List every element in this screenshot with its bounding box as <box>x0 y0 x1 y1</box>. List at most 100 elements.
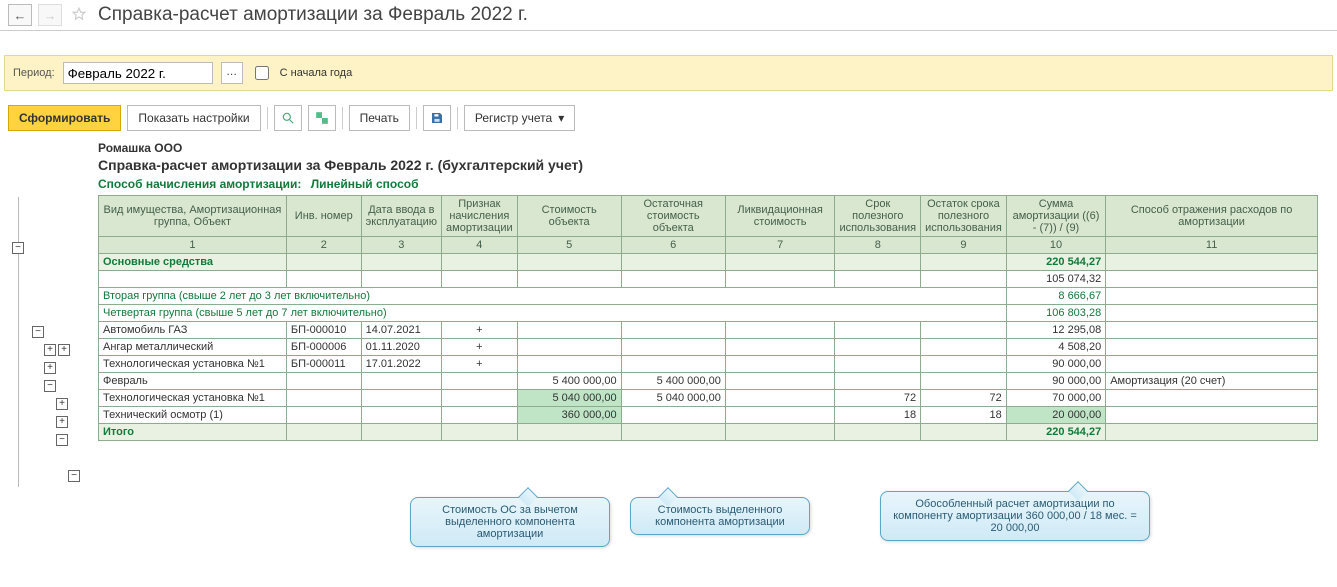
cell: + <box>442 356 518 373</box>
col-header: Инв. номер <box>286 196 361 237</box>
table-row[interactable]: Основные средства 220 544,27 <box>99 254 1318 271</box>
tree-toggle[interactable]: − <box>12 242 24 254</box>
cell: 5 400 000,00 <box>517 373 621 390</box>
tree-toggle[interactable]: − <box>32 326 44 338</box>
cell: 220 544,27 <box>1006 424 1105 441</box>
expand-icon <box>315 111 329 125</box>
cell: 70 000,00 <box>1006 390 1105 407</box>
col-num: 8 <box>835 237 921 254</box>
table-row[interactable]: Ангар металлический БП-000006 01.11.2020… <box>99 339 1318 356</box>
cell: 220 544,27 <box>1006 254 1105 271</box>
cell: Основные средства <box>99 254 287 271</box>
cell: 4 508,20 <box>1006 339 1105 356</box>
cell: 01.11.2020 <box>361 339 441 356</box>
tree-toggle[interactable]: − <box>68 470 80 482</box>
top-nav: ← → Справка-расчет амортизации за Феврал… <box>0 0 1337 31</box>
cell: 105 074,32 <box>1006 271 1105 288</box>
favorite-icon[interactable] <box>72 7 88 23</box>
cell: БП-000011 <box>286 356 361 373</box>
cell: 8 666,67 <box>1006 288 1105 305</box>
cell: БП-000006 <box>286 339 361 356</box>
cell: + <box>442 322 518 339</box>
col-header: Способ отражения расходов по амортизации <box>1106 196 1318 237</box>
col-header: Стоимость объекта <box>517 196 621 237</box>
expand-button[interactable] <box>308 105 336 131</box>
save-icon <box>430 111 444 125</box>
callouts-layer: Стоимость ОС за вычетом выделенного комп… <box>90 487 1310 587</box>
generate-button[interactable]: Сформировать <box>8 105 121 131</box>
show-settings-button[interactable]: Показать настройки <box>127 105 260 131</box>
col-header: Признак начисления амортизации <box>442 196 518 237</box>
page-title: Справка-расчет амортизации за Февраль 20… <box>98 4 528 26</box>
cell: 12 295,08 <box>1006 322 1105 339</box>
tree-toggle[interactable]: + <box>44 344 56 356</box>
nav-back-button[interactable]: ← <box>8 4 32 26</box>
tree-gutter: − − ++ + − + + − − <box>8 137 98 487</box>
register-button[interactable]: Регистр учета ▾ <box>464 105 575 131</box>
toolbar-separator <box>416 107 417 129</box>
table-row[interactable]: Технологическая установка №1 БП-000011 1… <box>99 356 1318 373</box>
chevron-down-icon: ▾ <box>558 111 564 125</box>
cell: 106 803,28 <box>1006 305 1105 322</box>
col-num: 7 <box>725 237 835 254</box>
cell: 5 400 000,00 <box>621 373 725 390</box>
tree-toggle[interactable]: − <box>56 434 68 446</box>
cell: + <box>442 339 518 356</box>
cell: Четвертая группа (свыше 5 лет до 7 лет в… <box>99 305 1007 322</box>
cell: Февраль <box>99 373 287 390</box>
cell: 90 000,00 <box>1006 356 1105 373</box>
toolbar: Сформировать Показать настройки Печать Р… <box>0 99 1337 137</box>
col-num: 3 <box>361 237 441 254</box>
save-button[interactable] <box>423 105 451 131</box>
cell: Итого <box>99 424 287 441</box>
report-area: − − ++ + − + + − − Ромашка ООО Справка-р… <box>8 137 1329 487</box>
table-row[interactable]: Итого 220 544,27 <box>99 424 1318 441</box>
col-num: 1 <box>99 237 287 254</box>
search-button[interactable] <box>274 105 302 131</box>
table-row[interactable]: Вторая группа (свыше 2 лет до 3 лет вклю… <box>99 288 1318 305</box>
table-row[interactable]: Февраль 5 400 000,00 5 400 000,00 90 000… <box>99 373 1318 390</box>
cell: 5 040 000,00 <box>621 390 725 407</box>
cell: 72 <box>921 390 1007 407</box>
cell: 90 000,00 <box>1006 373 1105 390</box>
col-num: 11 <box>1106 237 1318 254</box>
col-header: Дата ввода в эксплуатацию <box>361 196 441 237</box>
tree-toggle[interactable]: + <box>56 416 68 428</box>
table-row[interactable]: Автомобиль ГАЗ БП-000010 14.07.2021 + 12… <box>99 322 1318 339</box>
period-picker-button[interactable]: … <box>221 62 243 84</box>
period-bar: Период: … С начала года <box>4 55 1333 91</box>
callout: Стоимость выделенного компонента амортиз… <box>630 497 810 535</box>
cell: 5 040 000,00 <box>517 390 621 407</box>
table-row[interactable]: Четвертая группа (свыше 5 лет до 7 лет в… <box>99 305 1318 322</box>
callout: Стоимость ОС за вычетом выделенного комп… <box>410 497 610 547</box>
cell: Ангар металлический <box>99 339 287 356</box>
cell: Технический осмотр (1) <box>99 407 287 424</box>
cell: БП-000010 <box>286 322 361 339</box>
col-num: 5 <box>517 237 621 254</box>
report-table: Вид имущества, Амортизационная группа, О… <box>98 195 1318 441</box>
tree-toggle[interactable]: + <box>56 398 68 410</box>
show-settings-label: Показать настройки <box>138 111 249 125</box>
tree-toggle[interactable]: + <box>44 362 56 374</box>
cell: 20 000,00 <box>1006 407 1105 424</box>
cell: 18 <box>921 407 1007 424</box>
cell: Технологическая установка №1 <box>99 356 287 373</box>
toolbar-separator <box>342 107 343 129</box>
table-row[interactable]: Технологическая установка №1 5 040 000,0… <box>99 390 1318 407</box>
table-row[interactable]: 105 074,32 <box>99 271 1318 288</box>
from-year-start-checkbox[interactable] <box>255 66 269 80</box>
cell: 72 <box>835 390 921 407</box>
generate-label: Сформировать <box>19 111 110 125</box>
tree-toggle[interactable]: + <box>58 344 70 356</box>
print-label: Печать <box>360 111 399 125</box>
col-header: Вид имущества, Амортизационная группа, О… <box>99 196 287 237</box>
tree-toggle[interactable]: − <box>44 380 56 392</box>
col-header: Остаток срока полезного использования <box>921 196 1007 237</box>
cell: Вторая группа (свыше 2 лет до 3 лет вклю… <box>99 288 1007 305</box>
table-row[interactable]: Технический осмотр (1) 360 000,00 18 18 … <box>99 407 1318 424</box>
period-input[interactable] <box>63 62 213 84</box>
method-label: Способ начисления амортизации: <box>98 177 301 191</box>
col-num: 9 <box>921 237 1007 254</box>
cell: 18 <box>835 407 921 424</box>
print-button[interactable]: Печать <box>349 105 410 131</box>
